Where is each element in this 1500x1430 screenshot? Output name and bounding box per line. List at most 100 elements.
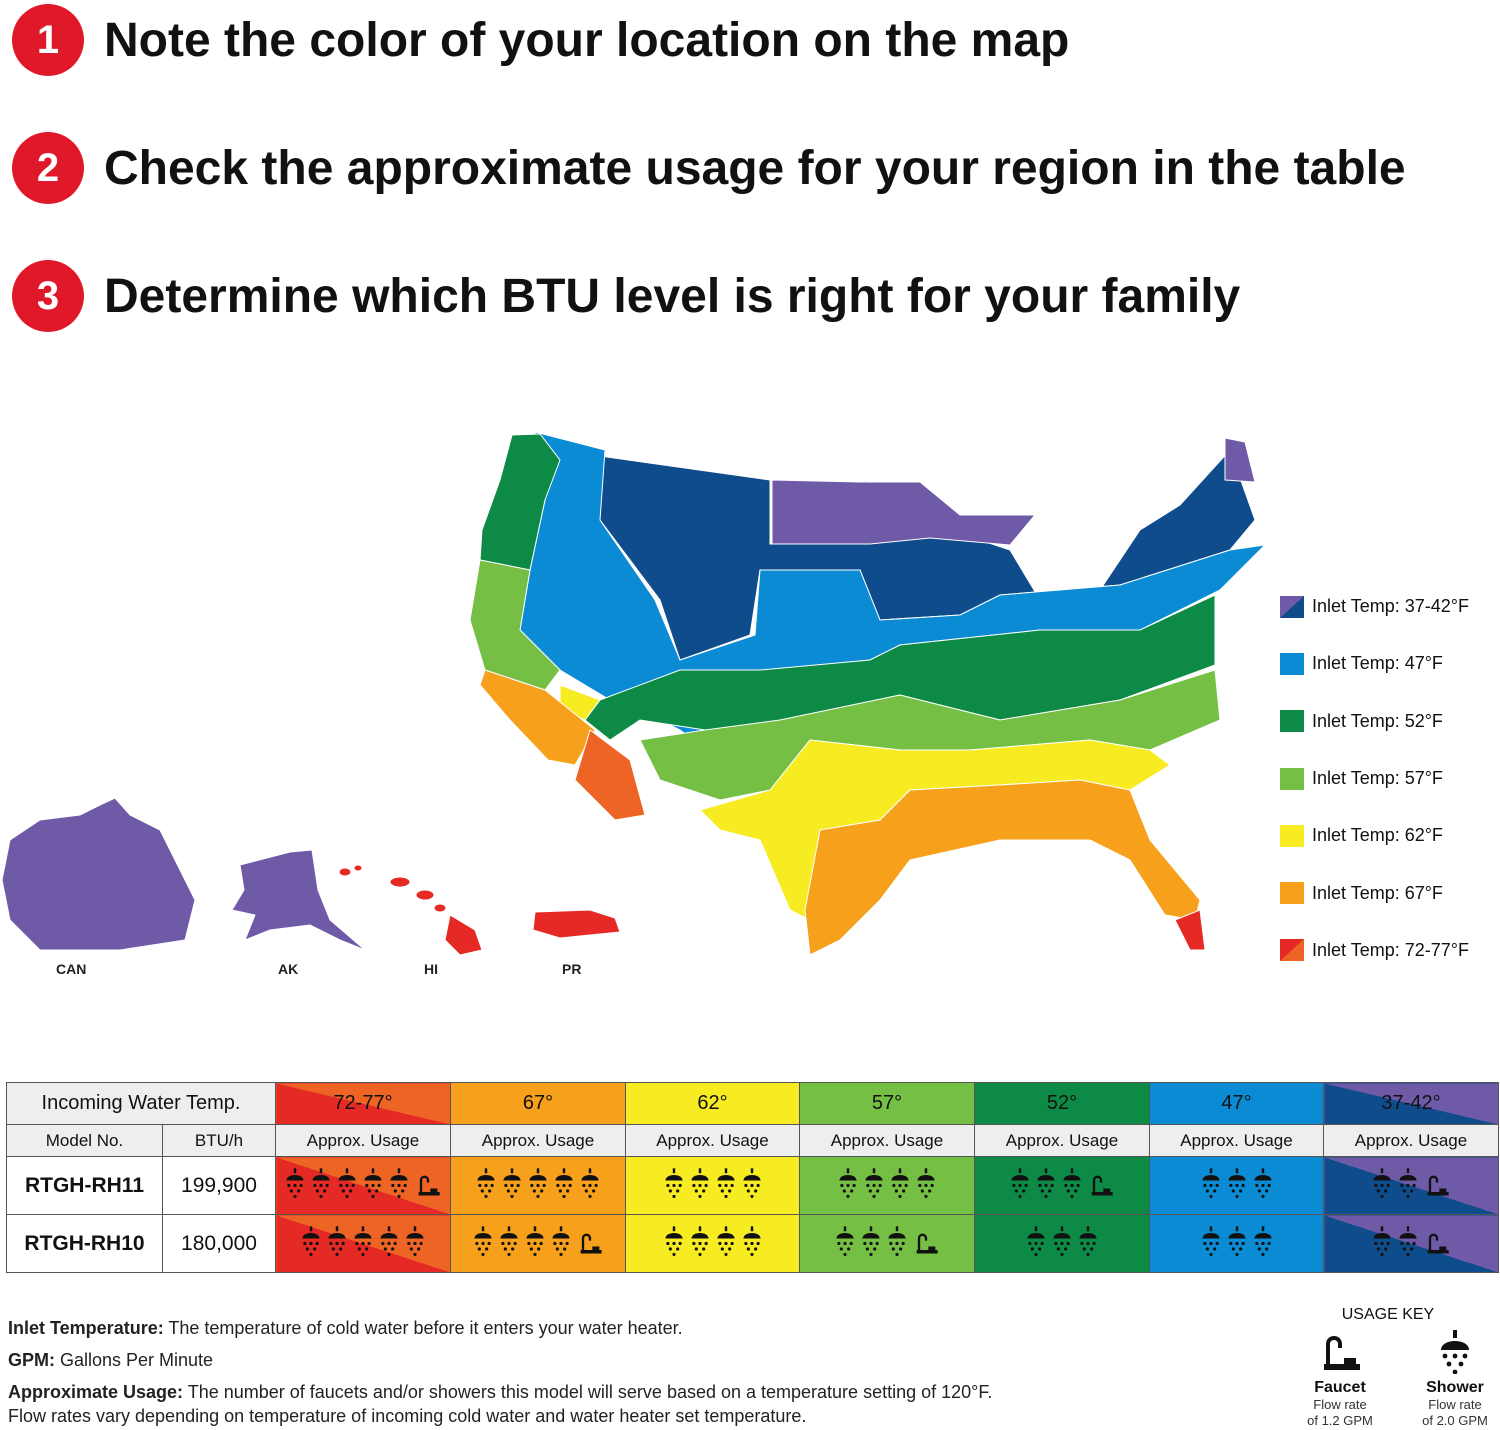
temp-header: 52° [974,1082,1150,1125]
shower-icon [579,1168,601,1203]
step-2: 2 Check the approximate usage for your r… [12,132,1406,204]
usage-icons [1200,1168,1274,1203]
temp-header: 47° [1149,1082,1324,1125]
shower-icon [1441,1330,1469,1375]
legend-item: Inlet Temp: 52°F [1280,693,1469,750]
legend-swatch [1280,767,1304,790]
usage-cell [450,1214,626,1273]
shower-icon [1200,1168,1222,1203]
shower-icon [352,1226,374,1261]
shower-icon [689,1226,711,1261]
faucet-icon [1423,1230,1451,1261]
usage-icons [1371,1168,1451,1203]
usage-icons [475,1168,601,1203]
shower-icon [1077,1226,1099,1261]
shower-icon [1371,1168,1393,1203]
usage-cell [625,1214,800,1273]
shower-icon [472,1226,494,1261]
shower-icon [834,1226,856,1261]
step-text-2: Check the approximate usage for your reg… [104,141,1406,195]
map-label-hi: HI [424,961,438,977]
usage-key: USAGE KEY Faucet Flow rate of 1.2 GPM Sh… [1290,1306,1500,1428]
shower-icon [1009,1168,1031,1203]
region-orange-gulf [804,779,1201,956]
legend-label: Inlet Temp: 47°F [1312,653,1443,674]
legend-label: Inlet Temp: 67°F [1312,882,1443,903]
usage-cell [275,1214,451,1273]
shower-icon [1226,1168,1248,1203]
faucet-icon [1423,1172,1451,1203]
faucet-icon [912,1230,940,1261]
shower-icon [326,1226,348,1261]
usage-cell [1323,1156,1499,1215]
usage-key-shower: Shower Flow rate of 2.0 GPM [1400,1330,1500,1429]
shower-icon [475,1168,497,1203]
shower-icon [524,1226,546,1261]
usage-cell [974,1156,1150,1215]
btu-header: BTU/h [162,1124,276,1157]
shower-icon [741,1168,763,1203]
legend-swatch [1280,710,1304,733]
legend-swatch [1280,595,1304,618]
faucet-icon [414,1172,442,1203]
shower-icon [889,1168,911,1203]
region-purple-maine [1224,437,1256,483]
usage-key-faucet: Faucet Flow rate of 1.2 GPM [1285,1330,1395,1429]
usage-header: Approx. Usage [450,1124,626,1157]
shower-icon [837,1168,859,1203]
usage-cell [275,1156,451,1215]
shower-icon [1061,1168,1083,1203]
shower-icon [498,1226,520,1261]
model-number: RTGH-RH11 [6,1156,163,1215]
shower-icon [501,1168,523,1203]
usage-header: Approx. Usage [974,1124,1150,1157]
flow-rate-note: Flow rates vary depending on temperature… [8,1406,807,1426]
us-inlet-temperature-map: CAN AK HI PR [1,431,1267,977]
usage-cell [1149,1156,1324,1215]
shower-icon [1035,1168,1057,1203]
map-label-ak: AK [278,961,298,977]
shower-icon [1025,1226,1047,1261]
usage-cell [1149,1214,1324,1273]
region-light-green-west [469,559,561,691]
region-hawaii [338,864,483,956]
shower-icon [663,1168,685,1203]
usage-table: Incoming Water Temp. 72-77° 67° 62° 57° … [6,1082,1499,1273]
us-temperature-bands [469,431,1267,956]
step-text-3: Determine which BTU level is right for y… [104,269,1241,323]
usage-icons [837,1168,937,1203]
legend-label: Inlet Temp: 52°F [1312,710,1443,731]
step-number-1: 1 [12,4,84,76]
shower-icon [741,1226,763,1261]
faucet-icon [576,1230,604,1261]
legend-label: Inlet Temp: 72-77°F [1312,939,1469,960]
step-1: 1 Note the color of your location on the… [12,4,1069,76]
legend-item: Inlet Temp: 62°F [1280,807,1469,864]
incoming-water-temp-header: Incoming Water Temp. [6,1082,276,1125]
faucet-icon [1087,1172,1115,1203]
usage-icons [284,1168,442,1203]
usage-header: Approx. Usage [275,1124,451,1157]
shower-icon [404,1226,426,1261]
shower-icon [915,1168,937,1203]
region-purple-upper-midwest [771,479,1037,546]
legend-item: Inlet Temp: 67°F [1280,864,1469,921]
usage-icons [1025,1226,1099,1261]
shower-icon [1252,1226,1274,1261]
usage-header: Approx. Usage [1323,1124,1499,1157]
table-row: RTGH-RH10 180,000 [6,1214,1499,1273]
model-number: RTGH-RH10 [6,1214,163,1273]
model-header: Model No. [6,1124,163,1157]
region-canada [1,797,196,951]
usage-icons [1371,1226,1451,1261]
shower-icon [378,1226,400,1261]
usage-icons [834,1226,940,1261]
table-row: RTGH-RH11 199,900 [6,1156,1499,1215]
legend-swatch [1280,882,1304,905]
definitions: Inlet Temperature: The temperature of co… [8,1316,992,1428]
legend-swatch [1280,652,1304,675]
faucet-icon [1324,1336,1360,1370]
step-number-3: 3 [12,260,84,332]
shower-icon [284,1168,306,1203]
shower-icon [362,1168,384,1203]
